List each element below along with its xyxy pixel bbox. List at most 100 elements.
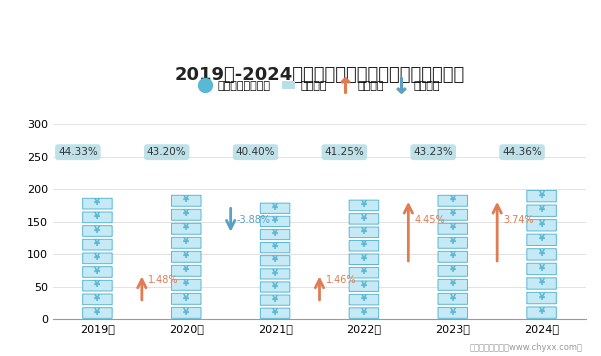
Text: ¥: ¥ bbox=[272, 282, 278, 291]
Text: ¥: ¥ bbox=[183, 266, 189, 274]
Text: ¥: ¥ bbox=[361, 254, 367, 263]
FancyBboxPatch shape bbox=[438, 265, 468, 276]
Text: ¥: ¥ bbox=[183, 293, 189, 303]
Text: 44.36%: 44.36% bbox=[502, 147, 542, 157]
Text: ¥: ¥ bbox=[450, 308, 456, 316]
Text: 4.45%: 4.45% bbox=[415, 215, 445, 225]
Text: ¥: ¥ bbox=[94, 308, 100, 317]
FancyBboxPatch shape bbox=[171, 195, 201, 206]
FancyBboxPatch shape bbox=[83, 226, 112, 236]
FancyBboxPatch shape bbox=[527, 220, 557, 231]
Text: 44.33%: 44.33% bbox=[58, 147, 98, 157]
Text: ¥: ¥ bbox=[361, 281, 367, 290]
Text: ¥: ¥ bbox=[538, 249, 545, 258]
Text: ¥: ¥ bbox=[450, 224, 456, 232]
FancyBboxPatch shape bbox=[527, 205, 557, 216]
FancyBboxPatch shape bbox=[171, 209, 201, 220]
FancyBboxPatch shape bbox=[83, 308, 112, 318]
Text: ¥: ¥ bbox=[538, 235, 545, 244]
FancyBboxPatch shape bbox=[438, 279, 468, 290]
FancyBboxPatch shape bbox=[83, 267, 112, 277]
Text: ¥: ¥ bbox=[183, 224, 189, 232]
FancyBboxPatch shape bbox=[527, 278, 557, 289]
FancyBboxPatch shape bbox=[171, 279, 201, 290]
Text: ¥: ¥ bbox=[538, 307, 545, 316]
Text: ¥: ¥ bbox=[272, 308, 278, 317]
Text: 43.23%: 43.23% bbox=[413, 147, 453, 157]
FancyBboxPatch shape bbox=[349, 308, 379, 318]
Text: ¥: ¥ bbox=[183, 279, 189, 288]
FancyBboxPatch shape bbox=[260, 295, 290, 305]
Text: ¥: ¥ bbox=[450, 209, 456, 219]
Text: ¥: ¥ bbox=[94, 239, 100, 248]
FancyBboxPatch shape bbox=[83, 212, 112, 222]
FancyBboxPatch shape bbox=[349, 281, 379, 292]
Text: ¥: ¥ bbox=[94, 267, 100, 276]
FancyBboxPatch shape bbox=[260, 216, 290, 226]
FancyBboxPatch shape bbox=[527, 292, 557, 304]
Text: 制图：智研咨询（www.chyxx.com）: 制图：智研咨询（www.chyxx.com） bbox=[470, 344, 583, 352]
FancyBboxPatch shape bbox=[260, 203, 290, 213]
Text: ¥: ¥ bbox=[94, 253, 100, 262]
Text: ¥: ¥ bbox=[361, 308, 367, 317]
Text: ¥: ¥ bbox=[94, 198, 100, 207]
FancyBboxPatch shape bbox=[438, 293, 468, 304]
Legend: 累计保费（亿元）, 寿险占比, 同比增加, 同比减少: 累计保费（亿元）, 寿险占比, 同比增加, 同比减少 bbox=[199, 81, 440, 91]
Text: ¥: ¥ bbox=[272, 229, 278, 238]
FancyBboxPatch shape bbox=[260, 229, 290, 240]
FancyBboxPatch shape bbox=[83, 294, 112, 305]
FancyBboxPatch shape bbox=[171, 223, 201, 234]
Text: ¥: ¥ bbox=[538, 278, 545, 287]
FancyBboxPatch shape bbox=[349, 254, 379, 265]
Text: ¥: ¥ bbox=[450, 237, 456, 246]
Text: ¥: ¥ bbox=[272, 256, 278, 265]
FancyBboxPatch shape bbox=[527, 249, 557, 260]
FancyBboxPatch shape bbox=[171, 265, 201, 276]
Text: ¥: ¥ bbox=[272, 203, 278, 212]
Text: ¥: ¥ bbox=[272, 295, 278, 304]
Title: 2019年-2024年海南省累计原保险保费收入统计图: 2019年-2024年海南省累计原保险保费收入统计图 bbox=[174, 66, 465, 84]
FancyBboxPatch shape bbox=[260, 282, 290, 292]
Text: -3.88%: -3.88% bbox=[237, 215, 271, 225]
Text: ¥: ¥ bbox=[361, 200, 367, 209]
Text: 1.48%: 1.48% bbox=[148, 275, 178, 285]
Text: ¥: ¥ bbox=[272, 216, 278, 225]
FancyBboxPatch shape bbox=[527, 234, 557, 246]
Text: ¥: ¥ bbox=[361, 214, 367, 222]
FancyBboxPatch shape bbox=[349, 227, 379, 237]
FancyBboxPatch shape bbox=[83, 253, 112, 264]
Text: ¥: ¥ bbox=[183, 237, 189, 246]
Text: 40.40%: 40.40% bbox=[236, 147, 275, 157]
FancyBboxPatch shape bbox=[527, 307, 557, 318]
FancyBboxPatch shape bbox=[438, 251, 468, 262]
Text: ¥: ¥ bbox=[272, 242, 278, 251]
FancyBboxPatch shape bbox=[171, 293, 201, 304]
Text: ¥: ¥ bbox=[94, 212, 100, 221]
FancyBboxPatch shape bbox=[438, 223, 468, 234]
Text: 3.74%: 3.74% bbox=[504, 215, 534, 225]
Text: ¥: ¥ bbox=[538, 293, 545, 302]
FancyBboxPatch shape bbox=[527, 263, 557, 274]
Text: ¥: ¥ bbox=[361, 240, 367, 250]
FancyBboxPatch shape bbox=[260, 242, 290, 253]
FancyBboxPatch shape bbox=[438, 195, 468, 206]
Text: ¥: ¥ bbox=[183, 251, 189, 261]
FancyBboxPatch shape bbox=[260, 308, 290, 318]
FancyBboxPatch shape bbox=[83, 280, 112, 291]
FancyBboxPatch shape bbox=[171, 307, 201, 318]
Text: ¥: ¥ bbox=[450, 293, 456, 303]
Text: ¥: ¥ bbox=[361, 294, 367, 303]
FancyBboxPatch shape bbox=[83, 198, 112, 209]
Text: ¥: ¥ bbox=[450, 279, 456, 288]
FancyBboxPatch shape bbox=[349, 294, 379, 305]
FancyBboxPatch shape bbox=[349, 241, 379, 251]
FancyBboxPatch shape bbox=[83, 239, 112, 250]
Text: ¥: ¥ bbox=[538, 263, 545, 273]
Text: ¥: ¥ bbox=[450, 251, 456, 261]
FancyBboxPatch shape bbox=[260, 256, 290, 266]
Text: 43.20%: 43.20% bbox=[147, 147, 186, 157]
FancyBboxPatch shape bbox=[349, 200, 379, 211]
FancyBboxPatch shape bbox=[260, 269, 290, 279]
Text: 41.25%: 41.25% bbox=[325, 147, 364, 157]
Text: ¥: ¥ bbox=[94, 280, 100, 289]
